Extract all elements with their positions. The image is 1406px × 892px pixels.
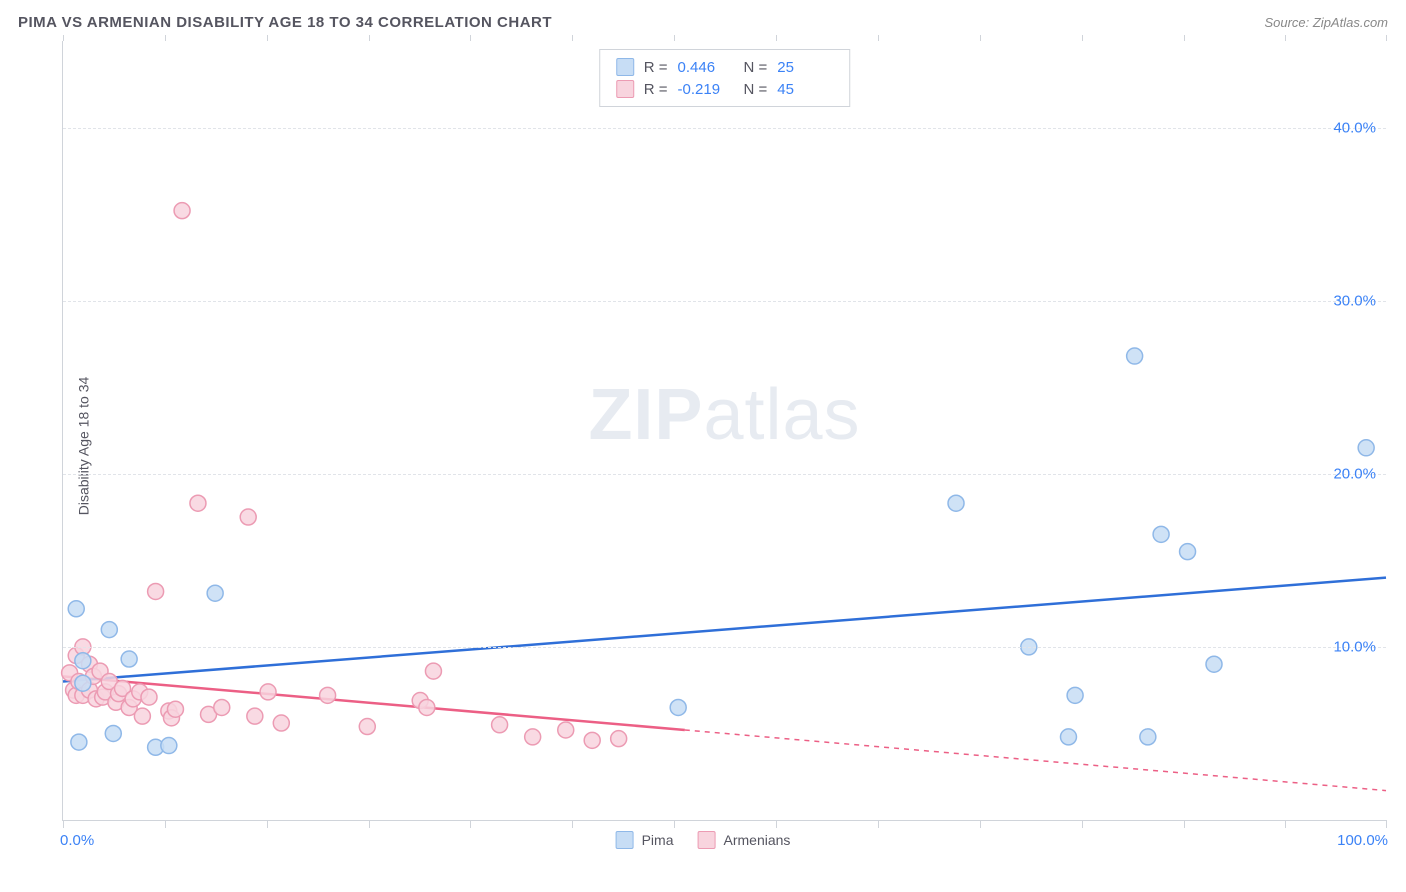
plot-outer: Disability Age 18 to 34 ZIPatlas R = 0.4… <box>10 41 1396 851</box>
swatch-pima <box>616 58 634 76</box>
data-point <box>247 708 263 724</box>
plot-area: ZIPatlas R = 0.446 N = 25 R = -0.219 N =… <box>62 41 1386 821</box>
y-tick-label: 10.0% <box>1333 638 1376 655</box>
y-tick-label: 40.0% <box>1333 119 1376 136</box>
data-point <box>558 722 574 738</box>
data-point <box>190 495 206 511</box>
data-point <box>1180 544 1196 560</box>
data-point <box>260 684 276 700</box>
plot-svg <box>63 41 1386 820</box>
data-point <box>75 675 91 691</box>
stats-row-pima: R = 0.446 N = 25 <box>616 56 834 78</box>
data-point <box>207 585 223 601</box>
stat-n-label: N = <box>744 81 768 98</box>
data-point <box>68 601 84 617</box>
legend-swatch-armenians <box>697 831 715 849</box>
data-point <box>1067 687 1083 703</box>
data-point <box>105 725 121 741</box>
data-point <box>75 653 91 669</box>
legend-item-pima: Pima <box>616 831 674 849</box>
bottom-legend: Pima Armenians <box>616 831 791 849</box>
chart-title: PIMA VS ARMENIAN DISABILITY AGE 18 TO 34… <box>18 14 552 31</box>
legend-item-armenians: Armenians <box>697 831 790 849</box>
data-point <box>148 583 164 599</box>
correlation-chart: PIMA VS ARMENIAN DISABILITY AGE 18 TO 34… <box>10 10 1396 882</box>
stat-r-pima: 0.446 <box>678 59 734 76</box>
legend-label-pima: Pima <box>642 832 674 848</box>
stat-r-label: R = <box>644 81 668 98</box>
x-min-label: 0.0% <box>60 832 94 849</box>
data-point <box>134 708 150 724</box>
x-max-label: 100.0% <box>1337 832 1388 849</box>
data-point <box>240 509 256 525</box>
data-point <box>214 699 230 715</box>
swatch-armenians <box>616 80 634 98</box>
y-tick-label: 20.0% <box>1333 465 1376 482</box>
data-point <box>1358 440 1374 456</box>
data-point <box>320 687 336 703</box>
data-point <box>174 203 190 219</box>
data-point <box>121 651 137 667</box>
data-point <box>425 663 441 679</box>
stats-legend-box: R = 0.446 N = 25 R = -0.219 N = 45 <box>599 49 851 107</box>
data-point <box>419 699 435 715</box>
legend-label-armenians: Armenians <box>723 832 790 848</box>
data-point <box>1140 729 1156 745</box>
data-point <box>525 729 541 745</box>
stat-r-label: R = <box>644 59 668 76</box>
y-tick-label: 30.0% <box>1333 292 1376 309</box>
data-point <box>71 734 87 750</box>
stat-n-pima: 25 <box>777 59 833 76</box>
data-point <box>161 738 177 754</box>
data-point <box>167 701 183 717</box>
stats-row-armenians: R = -0.219 N = 45 <box>616 78 834 100</box>
legend-swatch-pima <box>616 831 634 849</box>
stat-n-armenians: 45 <box>777 81 833 98</box>
data-point <box>611 731 627 747</box>
data-point <box>670 699 686 715</box>
data-point <box>141 689 157 705</box>
data-point <box>101 622 117 638</box>
stat-r-armenians: -0.219 <box>678 81 734 98</box>
data-point <box>273 715 289 731</box>
data-point <box>1060 729 1076 745</box>
stat-n-label: N = <box>744 59 768 76</box>
data-point <box>1206 656 1222 672</box>
title-row: PIMA VS ARMENIAN DISABILITY AGE 18 TO 34… <box>10 10 1396 41</box>
source-label: Source: ZipAtlas.com <box>1264 15 1388 30</box>
data-point <box>948 495 964 511</box>
data-point <box>492 717 508 733</box>
data-point <box>1127 348 1143 364</box>
data-point <box>1153 526 1169 542</box>
data-point <box>584 732 600 748</box>
data-point <box>359 719 375 735</box>
